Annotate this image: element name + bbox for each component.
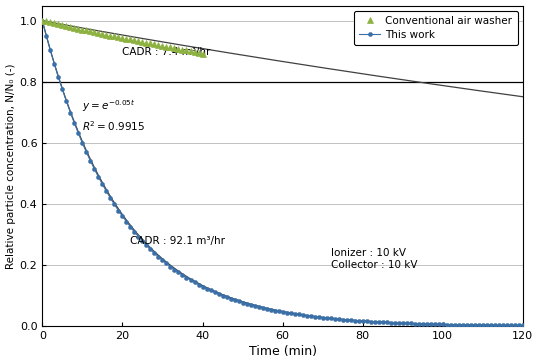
- Conventional air washer: [79, 28, 86, 32]
- X-axis label: Time (min): Time (min): [248, 345, 316, 359]
- Conventional air washer: [103, 32, 109, 37]
- Conventional air washer: [175, 47, 182, 51]
- Text: CADR : 92.1 m³/hr: CADR : 92.1 m³/hr: [130, 236, 225, 246]
- Conventional air washer: [47, 20, 53, 24]
- Legend: Conventional air washer, This work: Conventional air washer, This work: [354, 11, 517, 46]
- Conventional air washer: [123, 37, 130, 41]
- Line: Conventional air washer: Conventional air washer: [39, 18, 206, 57]
- Conventional air washer: [99, 31, 106, 36]
- Conventional air washer: [63, 24, 70, 28]
- Y-axis label: Relative particle concentration, N/N₀ (-): Relative particle concentration, N/N₀ (-…: [5, 63, 16, 269]
- This work: [340, 317, 346, 322]
- Conventional air washer: [135, 39, 142, 43]
- This work: [243, 302, 250, 306]
- Conventional air washer: [191, 50, 198, 54]
- Conventional air washer: [139, 40, 146, 44]
- Conventional air washer: [167, 45, 174, 50]
- Conventional air washer: [171, 46, 178, 51]
- Conventional air washer: [71, 26, 78, 30]
- Text: $y = e^{-0.05t}$: $y = e^{-0.05t}$: [82, 99, 136, 114]
- Conventional air washer: [151, 42, 158, 47]
- This work: [151, 251, 158, 255]
- Conventional air washer: [119, 36, 126, 40]
- Conventional air washer: [159, 44, 165, 48]
- This work: [496, 323, 502, 328]
- Conventional air washer: [51, 21, 58, 25]
- Conventional air washer: [91, 30, 98, 34]
- Line: This work: This work: [40, 19, 525, 328]
- Conventional air washer: [179, 48, 186, 52]
- This work: [363, 319, 370, 323]
- Conventional air washer: [187, 49, 194, 54]
- Conventional air washer: [55, 22, 61, 26]
- Conventional air washer: [147, 41, 154, 46]
- Conventional air washer: [43, 19, 50, 24]
- Conventional air washer: [67, 25, 74, 29]
- Conventional air washer: [195, 51, 202, 55]
- Conventional air washer: [59, 23, 66, 27]
- Conventional air washer: [75, 27, 81, 31]
- Conventional air washer: [87, 29, 94, 33]
- Conventional air washer: [115, 35, 122, 39]
- Conventional air washer: [163, 45, 170, 49]
- Conventional air washer: [111, 34, 118, 39]
- Conventional air washer: [107, 33, 114, 38]
- Conventional air washer: [95, 31, 102, 35]
- Conventional air washer: [131, 38, 137, 43]
- This work: [520, 323, 526, 328]
- Conventional air washer: [183, 48, 190, 53]
- Conventional air washer: [127, 37, 134, 41]
- Text: Ionizer : 10 kV
Collector : 10 kV: Ionizer : 10 kV Collector : 10 kV: [330, 248, 417, 270]
- Conventional air washer: [39, 19, 46, 23]
- Text: CADR : 7.4 m³/hr: CADR : 7.4 m³/hr: [122, 47, 211, 57]
- Conventional air washer: [155, 43, 162, 47]
- Conventional air washer: [199, 51, 206, 56]
- Text: $R^2 = 0.9915$: $R^2 = 0.9915$: [82, 119, 146, 133]
- This work: [39, 19, 46, 23]
- This work: [87, 159, 94, 163]
- Conventional air washer: [83, 28, 89, 32]
- Conventional air washer: [143, 41, 150, 45]
- This work: [488, 323, 494, 327]
